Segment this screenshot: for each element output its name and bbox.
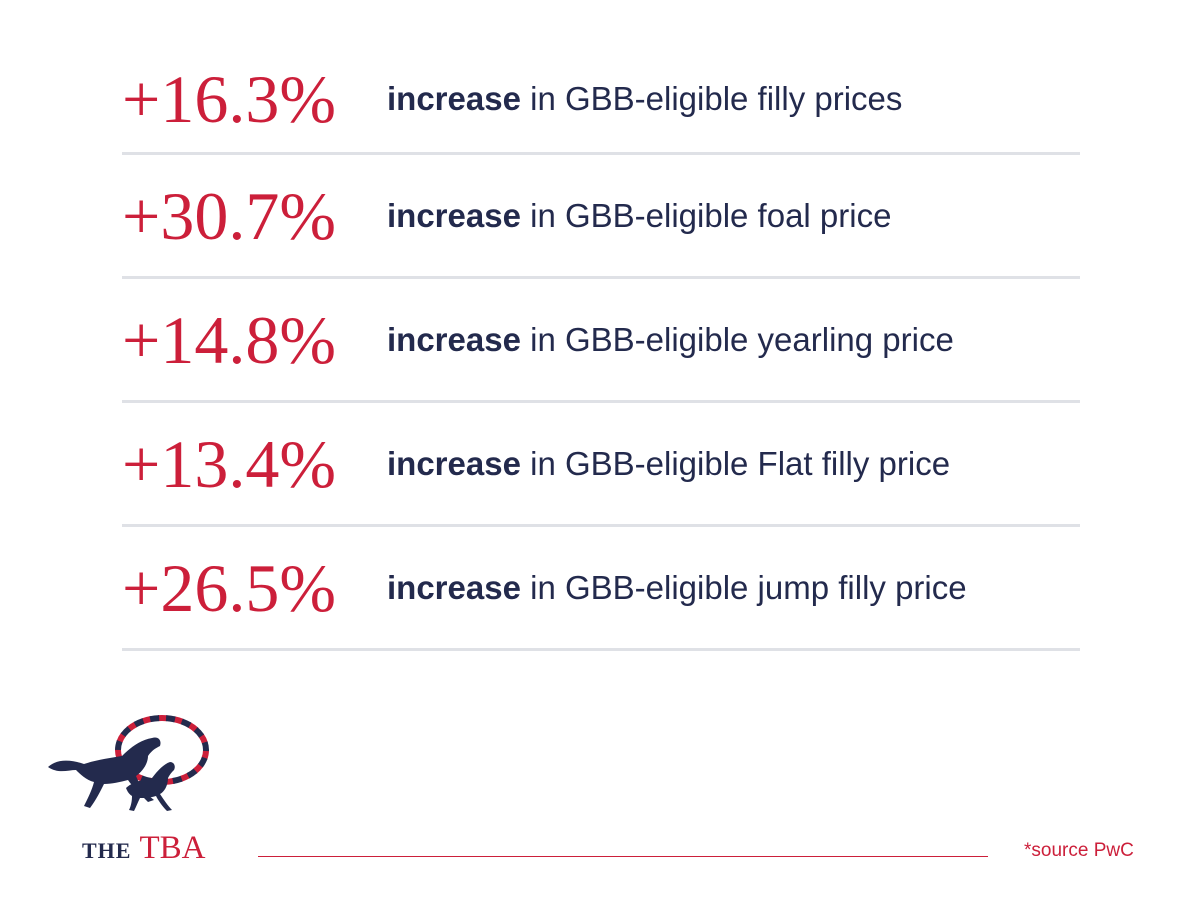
stat-bold-word: increase: [387, 444, 521, 482]
stat-text: in GBB-eligible filly prices: [520, 79, 903, 117]
stat-value: +13.4%: [122, 425, 336, 502]
stat-description: increase in GBB-eligible Flat filly pric…: [387, 445, 950, 483]
stat-description: increase in GBB-eligible yearling price: [387, 321, 954, 359]
stat-text: in GBB-eligible Flat filly price: [520, 444, 951, 482]
stat-description: increase in GBB-eligible foal price: [387, 197, 891, 235]
stat-row: +26.5% increase in GBB-eligible jump fil…: [122, 527, 1080, 651]
stat-value: +14.8%: [122, 301, 336, 378]
stat-bold-word: increase: [387, 196, 521, 234]
stat-value: +16.3%: [122, 60, 336, 137]
brand-the: THE: [82, 838, 132, 863]
stat-value: +26.5%: [122, 549, 336, 626]
stat-description: increase in GBB-eligible filly prices: [387, 80, 902, 118]
brand-wordmark: THE TBA: [82, 830, 205, 867]
footer-divider: [258, 856, 988, 857]
horses-union-jack-logo-icon: [48, 715, 209, 811]
stats-list: +16.3% increase in GBB-eligible filly pr…: [122, 45, 1080, 651]
source-note: *source PwC: [1024, 840, 1134, 861]
stat-bold-word: increase: [387, 320, 521, 358]
stat-row: +16.3% increase in GBB-eligible filly pr…: [122, 45, 1080, 155]
stat-bold-word: increase: [387, 568, 521, 606]
stat-row: +13.4% increase in GBB-eligible Flat fil…: [122, 403, 1080, 527]
stat-bold-word: increase: [387, 79, 521, 117]
stat-row: +14.8% increase in GBB-eligible yearling…: [122, 279, 1080, 403]
stat-description: increase in GBB-eligible jump filly pric…: [387, 569, 967, 607]
brand-tba: TBA: [139, 830, 206, 866]
stat-text: in GBB-eligible foal price: [520, 196, 892, 234]
stat-text: in GBB-eligible yearling price: [520, 320, 954, 358]
stat-row: +30.7% increase in GBB-eligible foal pri…: [122, 155, 1080, 279]
stat-value: +30.7%: [122, 177, 336, 254]
stat-text: in GBB-eligible jump filly price: [520, 568, 967, 606]
